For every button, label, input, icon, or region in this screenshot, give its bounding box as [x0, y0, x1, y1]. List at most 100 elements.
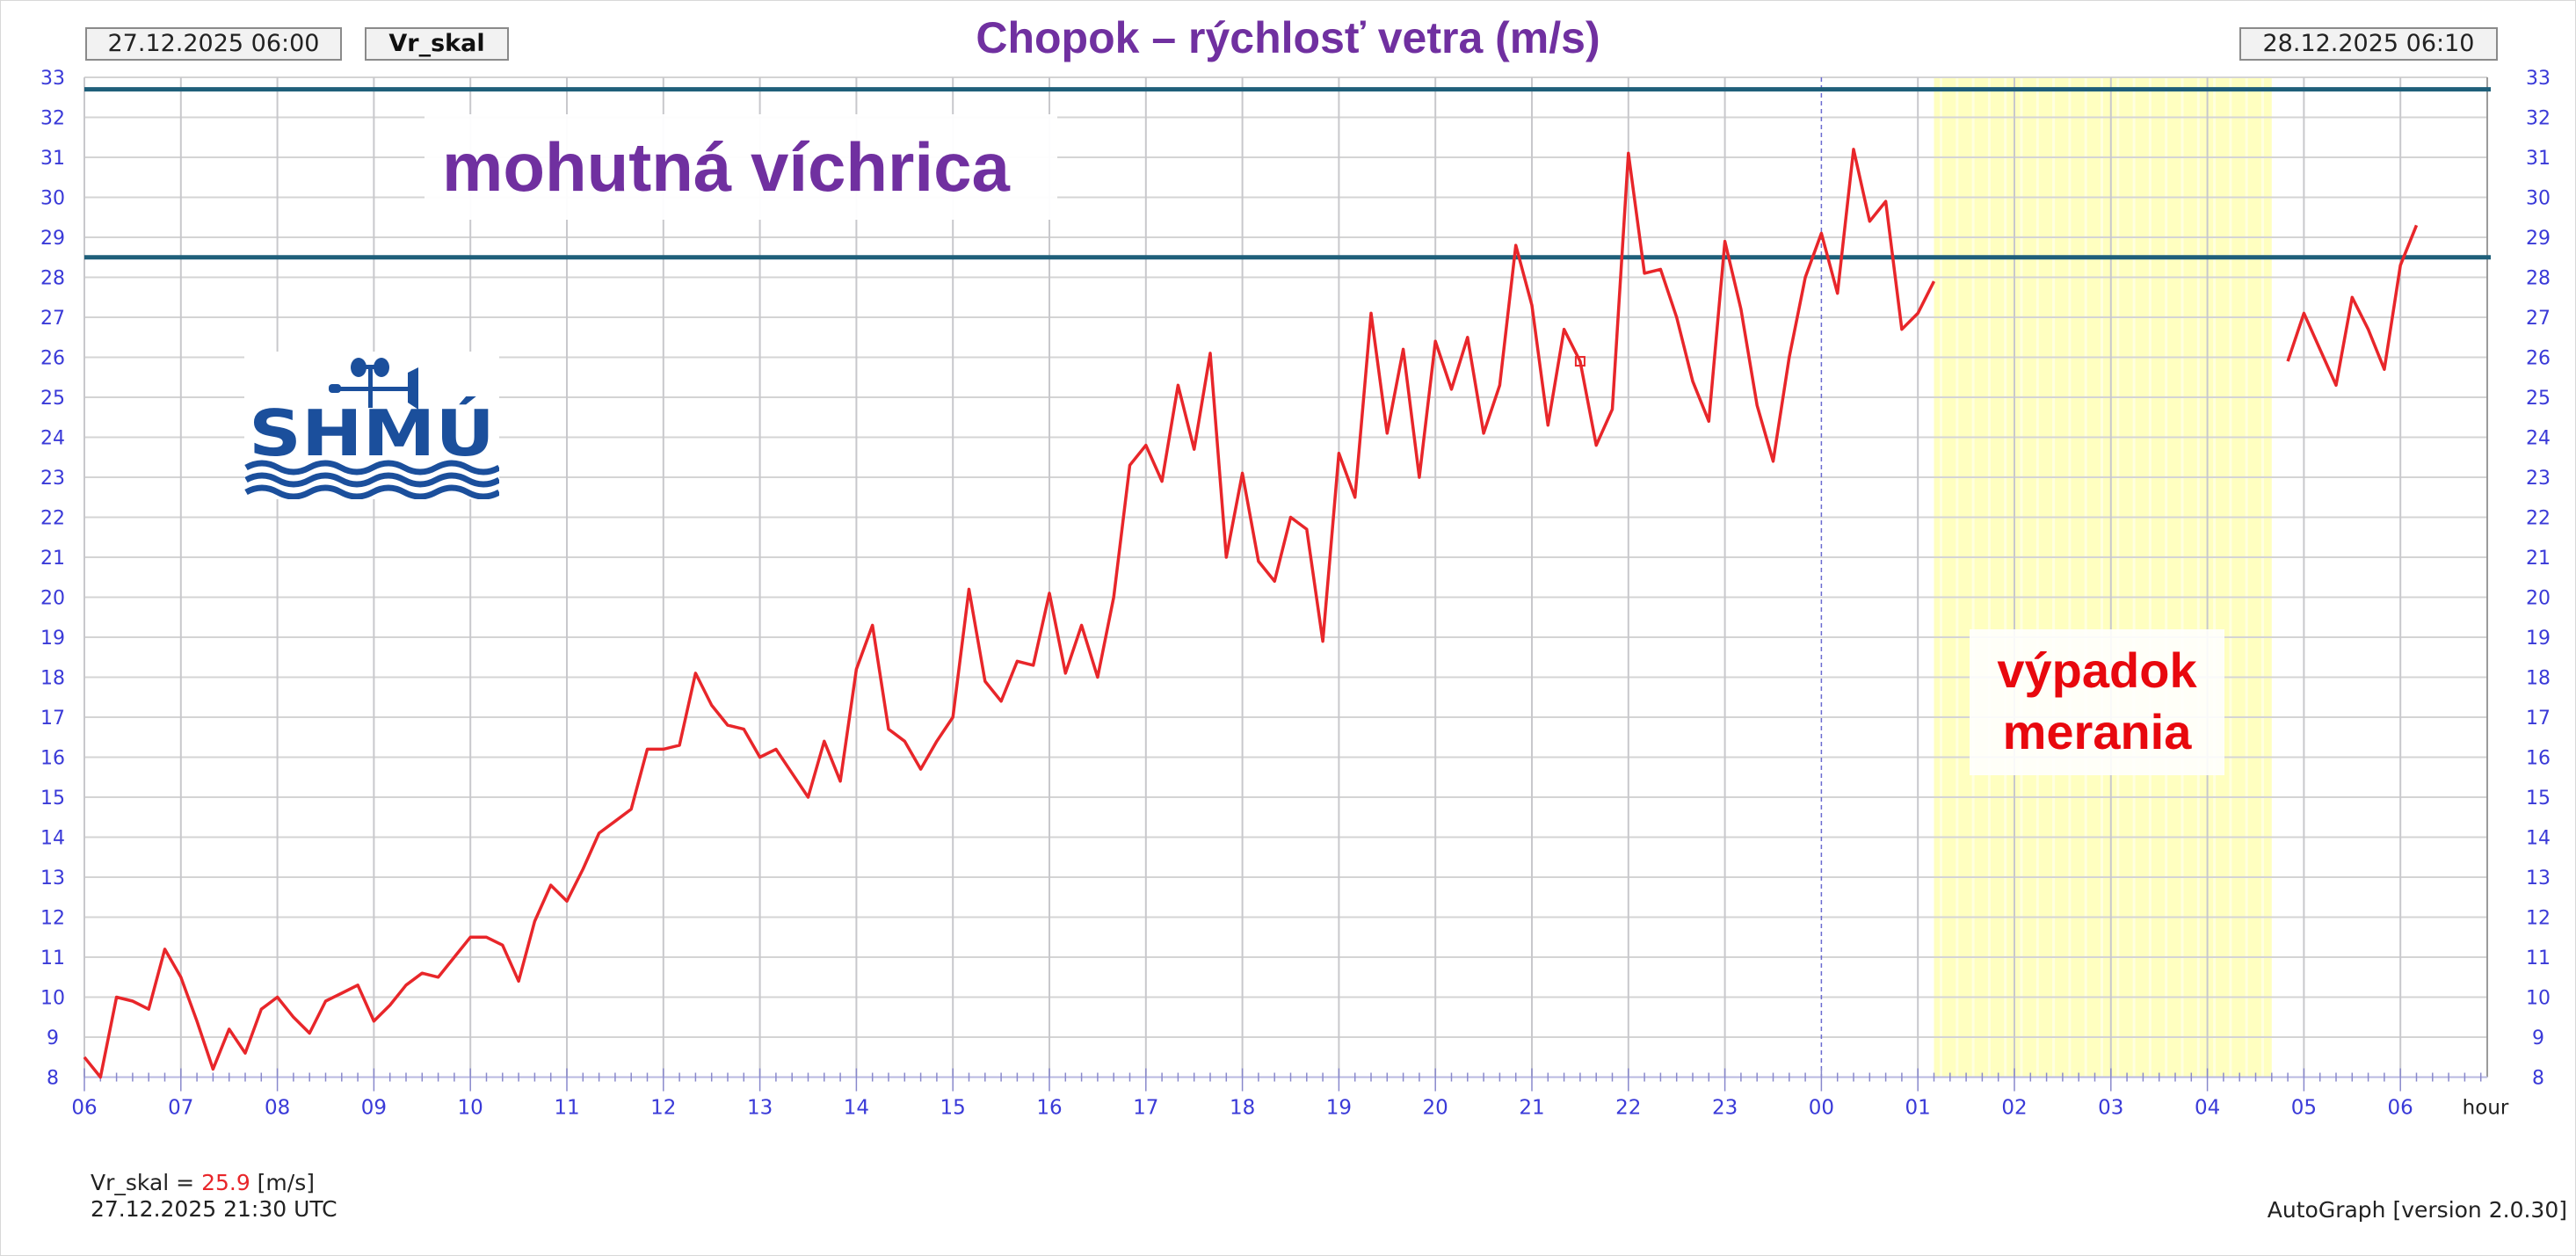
- threshold-lines: [84, 87, 2492, 260]
- cursor-marker: [1574, 356, 1586, 367]
- y-tick-label-right: 19: [2526, 628, 2551, 650]
- gap-annotation-line2: merania: [2002, 704, 2192, 759]
- anemometer-logo-icon: SHMÚ: [244, 358, 501, 500]
- y-tick-label-left: 32: [40, 108, 65, 130]
- x-axis-unit-label: hour: [2463, 1097, 2509, 1120]
- y-tick-label-right: 29: [2526, 228, 2551, 250]
- x-tick-label: 11: [554, 1097, 579, 1120]
- y-tick-label-right: 30: [2526, 188, 2551, 210]
- x-tick-label: 21: [1519, 1097, 1544, 1120]
- y-tick-label-right: 26: [2526, 348, 2551, 370]
- y-tick-label-right: 17: [2526, 708, 2551, 730]
- storm-annotation: mohutná víchrica: [424, 114, 1057, 220]
- y-tick-label-right: 25: [2526, 388, 2551, 410]
- y-tick-label-left: 13: [40, 868, 65, 889]
- y-tick-label-right: 32: [2526, 108, 2551, 130]
- y-tick-label-right: 28: [2526, 268, 2551, 290]
- y-tick-label-left: 9: [47, 1027, 59, 1049]
- y-tick-label-right: 21: [2526, 548, 2551, 570]
- y-tick-label-left: 18: [40, 668, 65, 690]
- y-tick-label-left: 19: [40, 628, 65, 650]
- x-tick-label: 18: [1230, 1097, 1255, 1120]
- y-tick-label-left: 16: [40, 748, 65, 770]
- y-tick-label-right: 16: [2526, 748, 2551, 770]
- y-tick-label-left: 25: [40, 388, 65, 410]
- y-tick-label-right: 20: [2526, 588, 2551, 610]
- x-tick-label: 06: [2388, 1097, 2413, 1120]
- x-tick-label: 14: [844, 1097, 869, 1120]
- x-tick-label: 05: [2291, 1097, 2317, 1120]
- y-tick-label-left: 22: [40, 508, 65, 530]
- y-tick-label-left: 27: [40, 308, 65, 330]
- x-tick-label: 15: [940, 1097, 966, 1120]
- y-tick-label-right: 27: [2526, 308, 2551, 330]
- x-tick-label: 17: [1133, 1097, 1158, 1120]
- x-tick-label: 09: [361, 1097, 387, 1120]
- x-tick-label: 04: [2195, 1097, 2220, 1120]
- x-tick-label: 10: [458, 1097, 483, 1120]
- series-line: [83, 148, 2419, 1079]
- y-tick-label-right: 18: [2526, 668, 2551, 690]
- chart-title: Chopok – rýchlosť vetra (m/s): [976, 13, 1600, 62]
- x-tick-label: 19: [1326, 1097, 1352, 1120]
- shmu-logo: SHMÚ: [244, 352, 501, 500]
- x-tick-label: 07: [168, 1097, 193, 1120]
- x-tick-label: 16: [1036, 1097, 1062, 1120]
- y-tick-label-left: 15: [40, 788, 65, 810]
- readout-value: 25.9: [201, 1170, 250, 1195]
- y-tick-label-left: 10: [40, 988, 65, 1010]
- y-tick-label-right: 10: [2526, 988, 2551, 1010]
- y-tick-label-right: 31: [2526, 148, 2551, 170]
- x-tick-label: 03: [2098, 1097, 2123, 1120]
- y-tick-label-right: 9: [2532, 1027, 2544, 1049]
- y-tick-label-right: 11: [2526, 947, 2551, 969]
- x-tick-label: 13: [747, 1097, 773, 1120]
- y-tick-label-right: 33: [2526, 68, 2551, 90]
- y-tick-label-right: 8: [2532, 1068, 2544, 1090]
- y-tick-label-left: 31: [40, 148, 65, 170]
- y-tick-label-left: 20: [40, 588, 65, 610]
- axis-ticks: [83, 1068, 2488, 1092]
- x-tick-label: 23: [1712, 1097, 1738, 1120]
- y-tick-label-left: 28: [40, 268, 65, 290]
- y-tick-label-left: 14: [40, 828, 65, 850]
- y-tick-label-left: 24: [40, 428, 65, 450]
- axis-labels: 8 8 9 9 10 10 11 11 12 12 13 13 14 14 15 15 16 16 17 17 18 18…: [40, 68, 2551, 1120]
- y-tick-label-right: 12: [2526, 908, 2551, 930]
- x-tick-label: 22: [1615, 1097, 1641, 1120]
- x-tick-label: 08: [265, 1097, 290, 1120]
- y-tick-label-left: 11: [40, 947, 65, 969]
- y-tick-label-left: 8: [47, 1068, 59, 1090]
- start-time-box[interactable]: 27.12.2025 06:00: [85, 27, 342, 61]
- gap-annotation: výpadok merania: [1970, 629, 2224, 775]
- readout-unit: [m/s]: [250, 1170, 315, 1195]
- gap-annotation-line1: výpadok: [1997, 643, 2197, 698]
- readout-time: 27.12.2025 21:30 UTC: [91, 1196, 337, 1222]
- variable-box[interactable]: Vr_skal: [365, 27, 509, 61]
- y-tick-label-left: 17: [40, 708, 65, 730]
- readout: Vr_skal = 25.9 [m/s] 27.12.2025 21:30 UT…: [91, 1170, 337, 1223]
- x-tick-label: 02: [2001, 1097, 2027, 1120]
- y-tick-label-left: 23: [40, 468, 65, 490]
- end-time-box[interactable]: 28.12.2025 06:10: [2239, 27, 2498, 61]
- y-tick-label-left: 21: [40, 548, 65, 570]
- x-tick-label: 00: [1809, 1097, 1834, 1120]
- y-tick-label-right: 22: [2526, 508, 2551, 530]
- y-tick-label-left: 29: [40, 228, 65, 250]
- x-tick-label: 20: [1423, 1097, 1448, 1120]
- version-label: AutoGraph [version 2.0.30]: [2267, 1197, 2567, 1223]
- svg-text:SHMÚ: SHMÚ: [249, 396, 495, 470]
- y-tick-label-right: 15: [2526, 788, 2551, 810]
- y-tick-label-left: 33: [40, 68, 65, 90]
- x-tick-label: 06: [71, 1097, 97, 1120]
- y-tick-label-left: 12: [40, 908, 65, 930]
- y-tick-label-right: 13: [2526, 868, 2551, 889]
- x-tick-label: 01: [1905, 1097, 1931, 1120]
- series-segment: [83, 148, 1936, 1079]
- x-tick-label: 12: [650, 1097, 676, 1120]
- readout-prefix: Vr_skal =: [91, 1170, 202, 1195]
- y-tick-label-right: 14: [2526, 828, 2551, 850]
- y-tick-label-right: 24: [2526, 428, 2551, 450]
- gap-band: [1934, 77, 2272, 1078]
